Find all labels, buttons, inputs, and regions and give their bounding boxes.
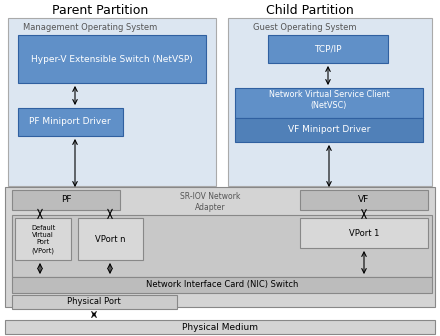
Text: PF Miniport Driver: PF Miniport Driver: [29, 118, 111, 126]
Text: VPort n: VPort n: [95, 235, 125, 244]
Text: Network Virtual Service Client
(NetVSC): Network Virtual Service Client (NetVSC): [269, 90, 389, 110]
Text: Network Interface Card (NIC) Switch: Network Interface Card (NIC) Switch: [146, 281, 298, 290]
Bar: [12, 277, 432, 293]
Text: VF: VF: [358, 196, 370, 205]
Text: VPort 1: VPort 1: [349, 228, 379, 238]
Bar: [12, 295, 177, 309]
Text: VF Miniport Driver: VF Miniport Driver: [288, 126, 370, 134]
Text: Physical Port: Physical Port: [67, 297, 121, 306]
Text: Guest Operating System: Guest Operating System: [253, 24, 357, 33]
Text: SR-IOV Network
Adapter: SR-IOV Network Adapter: [180, 192, 240, 212]
Bar: [18, 108, 123, 136]
Text: Hyper-V Extensible Switch (NetVSP): Hyper-V Extensible Switch (NetVSP): [31, 54, 193, 64]
Bar: [5, 187, 435, 307]
Bar: [300, 218, 428, 248]
Bar: [12, 190, 120, 210]
Text: Parent Partition: Parent Partition: [52, 3, 148, 16]
Bar: [8, 18, 216, 186]
Bar: [15, 218, 71, 260]
Text: Default
Virtual
Port
(VPort): Default Virtual Port (VPort): [31, 224, 55, 253]
Bar: [12, 215, 432, 277]
Bar: [228, 18, 432, 186]
Bar: [78, 218, 143, 260]
Bar: [18, 35, 206, 83]
Text: TCP/IP: TCP/IP: [314, 44, 342, 53]
Bar: [268, 35, 388, 63]
Bar: [5, 320, 435, 334]
Text: Child Partition: Child Partition: [266, 3, 354, 16]
Bar: [300, 190, 428, 210]
Text: PF: PF: [61, 196, 71, 205]
Bar: [235, 118, 423, 142]
Text: Management Operating System: Management Operating System: [23, 24, 157, 33]
Text: Physical Medium: Physical Medium: [182, 323, 258, 332]
Bar: [235, 88, 423, 118]
